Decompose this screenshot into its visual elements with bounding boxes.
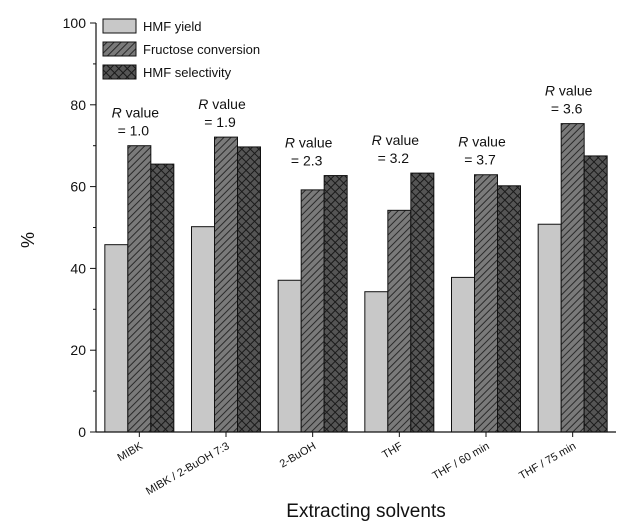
annotation-r-number: = 1.9: [204, 114, 236, 130]
legend-swatch: [102, 64, 137, 80]
bar: [237, 146, 261, 433]
legend-label: HMF selectivity: [143, 65, 232, 80]
bar: [451, 276, 475, 433]
annotation-r-number: = 2.3: [291, 153, 323, 169]
bar: [537, 223, 562, 433]
bar: [214, 136, 238, 433]
bar: [323, 175, 348, 433]
x-axis-label: Extracting solvents: [286, 501, 445, 522]
bar: [497, 185, 521, 433]
x-tick-label: THF / 60 min: [430, 440, 491, 482]
legend-label: Fructose conversion: [143, 42, 260, 57]
annotation-r-number: = 3.7: [464, 152, 496, 168]
annotation-r-number: = 3.2: [378, 150, 410, 166]
annotation-r-value: R value: [458, 134, 506, 150]
bar: [387, 209, 412, 433]
annotation-r-number: = 1.0: [118, 123, 150, 139]
bar: [560, 123, 585, 433]
x-tick-label: 2-BuOH: [278, 440, 318, 470]
x-tick-label: MIBK: [116, 440, 146, 464]
bar: [277, 279, 302, 433]
annotation-r-value: R value: [372, 132, 420, 148]
bar: [364, 291, 389, 433]
annotation-r-value: R value: [545, 83, 593, 99]
x-tick-label: MIBK / 2-BuOH 7:3: [144, 440, 232, 497]
y-tick-label: 0: [78, 424, 86, 440]
y-tick-label: 40: [70, 260, 86, 276]
annotation-r-value: R value: [285, 135, 333, 151]
bar: [191, 226, 215, 433]
annotation-r-number: = 3.6: [551, 101, 583, 117]
bar: [150, 163, 175, 433]
bar: [583, 155, 608, 433]
legend-label: HMF yield: [143, 19, 202, 34]
x-tick-label: THF: [380, 440, 405, 461]
x-tick-label: THF / 75 min: [517, 440, 578, 482]
legend-swatch: [102, 18, 137, 34]
y-tick-label: 20: [70, 342, 86, 358]
annotation-r-value: R value: [198, 96, 246, 112]
y-tick-label: 60: [70, 179, 86, 195]
y-tick-label: 80: [70, 97, 86, 113]
annotation-r-value: R value: [112, 105, 160, 121]
bar: [474, 174, 498, 433]
bar: [300, 189, 325, 433]
y-axis-label: %: [18, 232, 38, 248]
y-tick-label: 100: [63, 15, 87, 31]
bar: [410, 172, 435, 433]
legend-swatch: [102, 41, 137, 57]
bar: [104, 244, 129, 433]
bar: [127, 145, 152, 433]
